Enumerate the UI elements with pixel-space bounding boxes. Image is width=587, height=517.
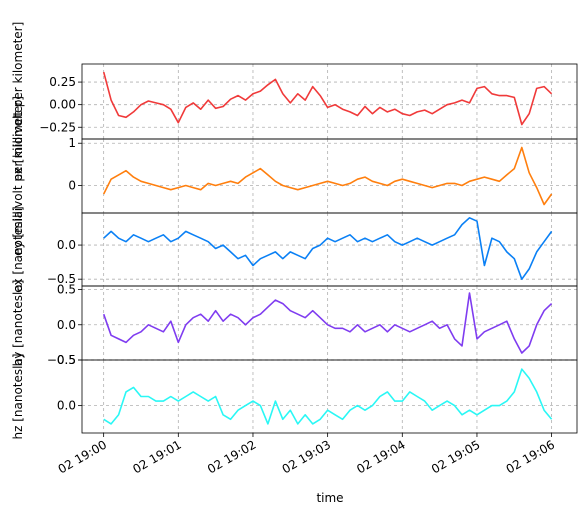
y-tick-label: 0.00 bbox=[49, 98, 76, 112]
y-axis-label: ex [millivolt per kilometer] bbox=[11, 22, 25, 182]
x-tick-label: 02 19:06 bbox=[504, 437, 557, 476]
panel-frame bbox=[81, 212, 578, 287]
y-axis-label: hz [nanotesla] bbox=[11, 353, 25, 439]
x-tick-label: 02 19:02 bbox=[205, 437, 258, 476]
y-tick-label: 0.0 bbox=[57, 318, 76, 332]
y-tick-label: 0.25 bbox=[49, 75, 76, 89]
panel-frame bbox=[81, 359, 578, 434]
y-tick-label: 0.0 bbox=[57, 399, 76, 413]
x-tick-label: 02 19:05 bbox=[429, 437, 482, 476]
x-axis: 02 19:00 02 19:01 02 19:02 02 19:03 02 19:04… bbox=[56, 433, 557, 476]
x-axis-label: time bbox=[316, 491, 343, 505]
panel-4: 0.0 0.5 hz [nanotesla] bbox=[11, 353, 578, 440]
series-line-4 bbox=[103, 368, 553, 425]
x-tick-label: 02 19:00 bbox=[56, 437, 109, 476]
x-tick-label: 02 19:01 bbox=[130, 437, 183, 476]
y-tick-label: −0.5 bbox=[47, 353, 76, 367]
panel-3: −0.5 0.0 0.5 hy [nanotesla] bbox=[11, 280, 578, 367]
y-tick-label: 1 bbox=[68, 136, 76, 150]
series-line-2 bbox=[103, 217, 553, 281]
y-tick-label: −0.5 bbox=[47, 272, 76, 286]
panel-2: −0.5 0.0 ex [nanotesla] bbox=[11, 206, 578, 293]
panel-1: 0 1 ey [millivolt per kilometer] bbox=[11, 96, 578, 256]
y-tick-label: −0.25 bbox=[39, 120, 76, 134]
y-axis-label: ex [nanotesla] bbox=[11, 206, 25, 292]
x-tick-label: 02 19:04 bbox=[354, 437, 407, 476]
y-axis-label: ey [millivolt per kilometer] bbox=[11, 96, 25, 256]
y-tick-label: 0.0 bbox=[57, 238, 76, 252]
y-tick-label: 0.5 bbox=[57, 283, 76, 297]
y-tick-label: 0.5 bbox=[57, 353, 76, 367]
x-tick-label: 02 19:03 bbox=[280, 437, 333, 476]
y-tick-label: 0 bbox=[68, 179, 76, 193]
panel-frame bbox=[81, 63, 578, 140]
panel-0: −0.25 0.00 0.25 ex [millivolt per kilometer… bbox=[11, 22, 578, 182]
series-line-1 bbox=[102, 146, 553, 206]
series-line-3 bbox=[102, 292, 553, 354]
panel-frame bbox=[81, 138, 578, 214]
series-line-0 bbox=[102, 71, 553, 126]
y-axis-label: hy [nanotesla] bbox=[11, 280, 25, 367]
